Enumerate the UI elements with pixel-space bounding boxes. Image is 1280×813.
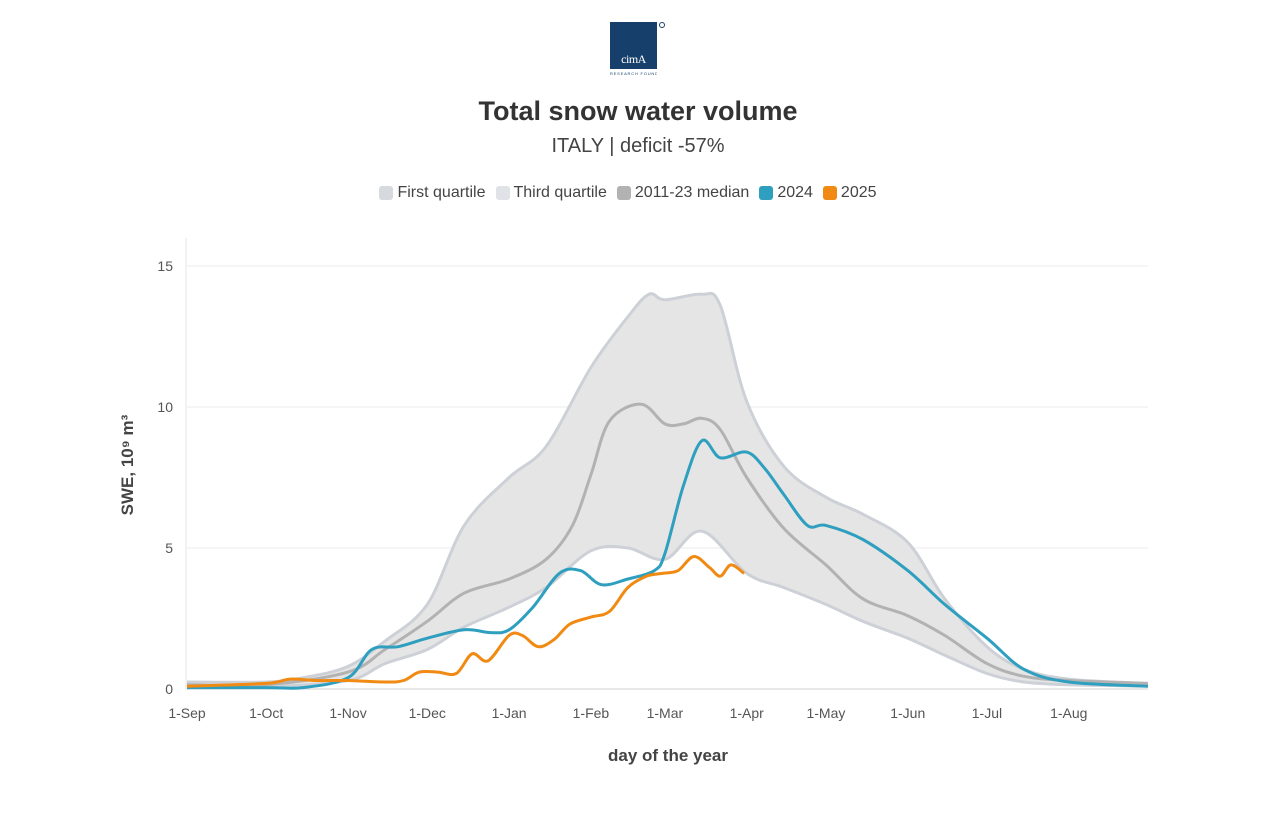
x-tick-label: 1-Jun — [890, 705, 925, 721]
legend-item-2024[interactable]: 2024 — [759, 184, 813, 202]
legend-swatch-2024 — [759, 186, 774, 200]
interquartile-band — [187, 293, 1148, 688]
legend-item-2025[interactable]: 2025 — [822, 184, 877, 202]
legend-swatch-median — [616, 186, 631, 200]
x-tick-label: 1-Sep — [168, 705, 206, 721]
y-axis-title: SWE, 10⁹ m³ — [118, 414, 137, 515]
first-quartile-line — [186, 529, 1149, 690]
x-tick-label: 1-Nov — [329, 705, 366, 721]
x-tick-label: 1-Mar — [647, 705, 684, 721]
legend-label-median: 2011-23 median — [634, 184, 750, 201]
x-tick-label: 1-May — [806, 705, 845, 721]
legend-swatch-first-quartile — [379, 186, 394, 200]
third-quartile-line — [186, 291, 1149, 685]
y-tick-label: 15 — [157, 258, 173, 274]
x-tick-label: 1-Feb — [573, 705, 610, 721]
legend-label-2024: 2024 — [777, 184, 813, 201]
x-tick-label: 1-Aug — [1050, 705, 1087, 721]
x-tick-label: 1-Oct — [249, 705, 283, 721]
median-line — [186, 402, 1149, 688]
series-line-2024 — [186, 438, 1149, 690]
y-tick-label: 0 — [165, 681, 173, 697]
chart-legend: First quartile Third quartile 2011-23 me… — [0, 184, 1256, 202]
legend-item-third-quartile[interactable]: Third quartile — [495, 184, 607, 202]
cima-logo: cimA RESEARCH FOUNDATION — [610, 22, 665, 78]
x-tick-label: 1-Jan — [492, 705, 527, 721]
legend-swatch-2025 — [822, 186, 837, 200]
series-line-2025 — [186, 555, 746, 688]
y-tick-label: 10 — [157, 399, 173, 415]
cima-logo-mark — [610, 22, 657, 69]
cima-logo-subtext: RESEARCH FOUNDATION — [610, 71, 657, 76]
chart-title: Total snow water volume — [478, 96, 798, 126]
legend-item-median[interactable]: 2011-23 median — [616, 184, 750, 202]
cima-logo-text: cimA — [621, 52, 646, 66]
legend-label-first-quartile: First quartile — [397, 184, 486, 201]
x-tick-label: 1-Jul — [972, 705, 1002, 721]
x-tick-label: 1-Apr — [730, 705, 765, 721]
legend-label-third-quartile: Third quartile — [513, 184, 607, 201]
x-axis-title: day of the year — [608, 746, 728, 765]
registered-mark-icon — [659, 22, 665, 28]
y-tick-label: 5 — [165, 540, 173, 556]
x-tick-label: 1-Dec — [409, 705, 446, 721]
legend-item-first-quartile[interactable]: First quartile — [379, 184, 486, 202]
legend-label-2025: 2025 — [840, 184, 877, 201]
legend-swatch-third-quartile — [495, 186, 510, 200]
ticks-layer: 0 5 10 15 1-Sep 1-Oct 1-Nov 1-Dec 1-Jan 1-Feb 1-Ma… — [157, 258, 1087, 721]
chart-subtitle: ITALY | deficit -57% — [551, 135, 725, 157]
